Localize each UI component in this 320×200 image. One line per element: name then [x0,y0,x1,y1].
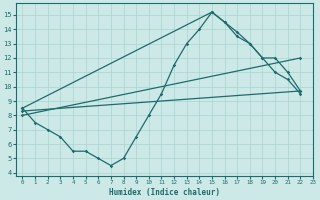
X-axis label: Humidex (Indice chaleur): Humidex (Indice chaleur) [109,188,220,197]
